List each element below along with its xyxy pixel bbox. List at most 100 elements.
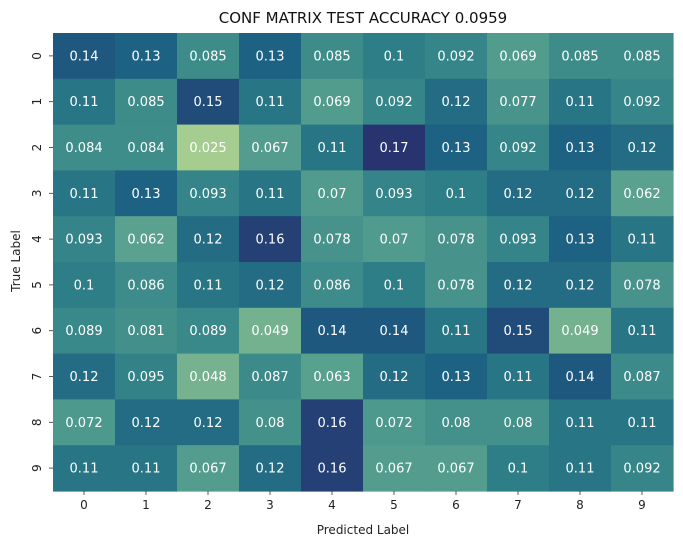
heatmap-cell bbox=[115, 124, 178, 171]
cell-value-label: 0.093 bbox=[499, 233, 536, 248]
heatmap-cell bbox=[53, 33, 116, 80]
heatmap-cell bbox=[239, 307, 302, 355]
heatmap-cell bbox=[425, 399, 488, 446]
cell-value-label: 0.1 bbox=[446, 187, 467, 202]
heatmap-cell bbox=[115, 33, 178, 80]
cell-value-label: 0.048 bbox=[189, 370, 226, 385]
heatmap-cell bbox=[363, 445, 426, 492]
heatmap-cell bbox=[239, 170, 302, 217]
heatmap-cell bbox=[363, 307, 426, 355]
cell-value-label: 0.1 bbox=[384, 278, 405, 293]
cell-value-label: 0.12 bbox=[504, 278, 533, 293]
heatmap-cell bbox=[611, 78, 674, 126]
heatmap-cell bbox=[115, 262, 178, 309]
cell-value-label: 0.13 bbox=[442, 141, 471, 156]
heatmap-cell bbox=[301, 216, 364, 263]
cell-value-label: 0.11 bbox=[628, 324, 657, 339]
heatmap-cell bbox=[549, 216, 612, 263]
heatmap-cell bbox=[239, 353, 302, 400]
cell-value-label: 0.11 bbox=[318, 141, 347, 156]
cell-value-label: 0.14 bbox=[566, 370, 595, 385]
cell-value-label: 0.085 bbox=[189, 49, 226, 64]
heatmap-cell bbox=[549, 124, 612, 171]
cell-value-label: 0.15 bbox=[194, 95, 223, 110]
y-tick-label: 5 bbox=[30, 281, 44, 289]
heatmap-cell bbox=[487, 353, 550, 400]
cell-value-label: 0.07 bbox=[380, 233, 409, 248]
cell-value-label: 0.11 bbox=[256, 95, 285, 110]
heatmap-cell bbox=[301, 124, 364, 171]
heatmap-cell bbox=[53, 124, 116, 171]
y-tick-label: 3 bbox=[30, 189, 44, 197]
heatmap-cell bbox=[549, 33, 612, 80]
heatmap-cell bbox=[53, 353, 116, 400]
heatmap-cell bbox=[611, 399, 674, 446]
cell-value-label: 0.12 bbox=[628, 141, 657, 156]
cell-value-label: 0.11 bbox=[566, 462, 595, 477]
cell-value-label: 0.078 bbox=[437, 278, 474, 293]
cell-value-label: 0.093 bbox=[375, 187, 412, 202]
x-tick-label: 6 bbox=[452, 498, 460, 512]
y-tick-label: 9 bbox=[30, 464, 44, 472]
cell-value-label: 0.087 bbox=[623, 370, 660, 385]
cell-value-label: 0.069 bbox=[499, 49, 536, 64]
heatmap-cell bbox=[611, 445, 674, 492]
heatmap-cell bbox=[239, 124, 302, 171]
heatmap-cell bbox=[239, 216, 302, 263]
heatmap-cell bbox=[425, 78, 488, 126]
heatmap-cell bbox=[549, 399, 612, 446]
heatmap-cell bbox=[177, 445, 240, 492]
cell-value-label: 0.11 bbox=[566, 95, 595, 110]
cell-value-label: 0.11 bbox=[442, 324, 471, 339]
cell-value-label: 0.072 bbox=[375, 416, 412, 431]
cell-value-label: 0.08 bbox=[256, 416, 285, 431]
cell-value-label: 0.069 bbox=[313, 95, 350, 110]
heatmap-cell bbox=[301, 445, 364, 492]
x-tick-label: 0 bbox=[80, 498, 88, 512]
cell-value-label: 0.093 bbox=[189, 187, 226, 202]
cell-value-label: 0.077 bbox=[499, 95, 536, 110]
heatmap-cell bbox=[177, 170, 240, 217]
heatmap-cell bbox=[487, 78, 550, 126]
cell-value-label: 0.12 bbox=[194, 233, 223, 248]
heatmap-cell bbox=[53, 307, 116, 355]
y-tick-label: 4 bbox=[30, 235, 44, 243]
cell-value-label: 0.16 bbox=[256, 233, 285, 248]
x-tick-label: 1 bbox=[142, 498, 150, 512]
heatmap-cell bbox=[239, 78, 302, 126]
cell-value-label: 0.087 bbox=[251, 370, 288, 385]
heatmap-cell bbox=[53, 445, 116, 492]
heatmap-cell bbox=[115, 445, 178, 492]
cell-value-label: 0.12 bbox=[442, 95, 471, 110]
heatmap-cell bbox=[115, 307, 178, 355]
y-tick-label: 2 bbox=[30, 144, 44, 152]
cell-value-label: 0.062 bbox=[623, 187, 660, 202]
heatmap-cell bbox=[487, 445, 550, 492]
heatmap-cell bbox=[549, 307, 612, 355]
heatmap-cell bbox=[177, 353, 240, 400]
heatmap-cell bbox=[115, 216, 178, 263]
cell-value-label: 0.092 bbox=[623, 462, 660, 477]
cell-value-label: 0.081 bbox=[127, 324, 164, 339]
heatmap-cell bbox=[487, 170, 550, 217]
cell-value-label: 0.078 bbox=[623, 278, 660, 293]
cell-value-label: 0.13 bbox=[566, 141, 595, 156]
cell-value-label: 0.11 bbox=[504, 370, 533, 385]
heatmap-cell bbox=[301, 399, 364, 446]
y-axis-ticks: 0 1 2 3 4 5 6 7 8 9 bbox=[30, 52, 53, 472]
cell-value-label: 0.17 bbox=[380, 141, 409, 156]
cell-value-label: 0.092 bbox=[623, 95, 660, 110]
y-tick-label: 7 bbox=[30, 373, 44, 381]
heatmap-cell bbox=[177, 307, 240, 355]
cell-value-label: 0.13 bbox=[566, 233, 595, 248]
heatmap-cell bbox=[425, 216, 488, 263]
cell-value-label: 0.11 bbox=[70, 187, 99, 202]
heatmap-cell bbox=[363, 353, 426, 400]
heatmap-cell bbox=[611, 33, 674, 80]
x-tick-label: 5 bbox=[390, 498, 398, 512]
heatmap-cell bbox=[115, 78, 178, 126]
x-tick-label: 8 bbox=[576, 498, 584, 512]
heatmap-cell bbox=[425, 124, 488, 171]
heatmap-cell bbox=[239, 445, 302, 492]
